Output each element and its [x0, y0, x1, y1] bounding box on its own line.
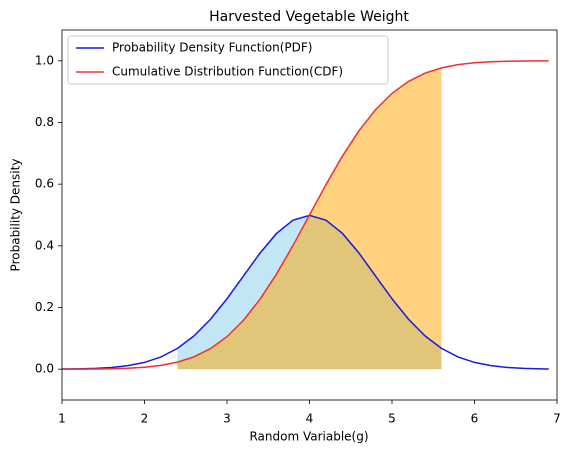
y-tick-label: 0.2 [35, 300, 54, 314]
y-tick-label: 1.0 [35, 53, 54, 67]
legend-box [67, 35, 389, 85]
x-tick-label: 4 [306, 412, 314, 426]
y-axis-label: Probability Density [9, 159, 23, 272]
legend-label: Probability Density Function(PDF) [112, 41, 312, 55]
shaded-area [177, 67, 442, 370]
x-tick-label: 3 [223, 412, 231, 426]
x-tick-label: 5 [388, 412, 396, 426]
chart-title: Harvested Vegetable Weight [209, 9, 409, 25]
y-tick-label: 0.8 [35, 115, 54, 129]
x-tick-label: 6 [471, 412, 479, 426]
y-tick-label: 0.0 [35, 362, 54, 376]
x-tick-label: 2 [141, 412, 149, 426]
x-tick-label: 7 [553, 412, 561, 426]
y-tick-label: 0.4 [35, 238, 54, 252]
line [61, 60, 549, 370]
x-axis-label: Random Variable(g) [249, 430, 368, 444]
y-tick-label: 0.6 [35, 177, 54, 191]
legend-label: Cumulative Distribution Function(CDF) [112, 65, 343, 79]
x-tick-label: 1 [58, 412, 66, 426]
